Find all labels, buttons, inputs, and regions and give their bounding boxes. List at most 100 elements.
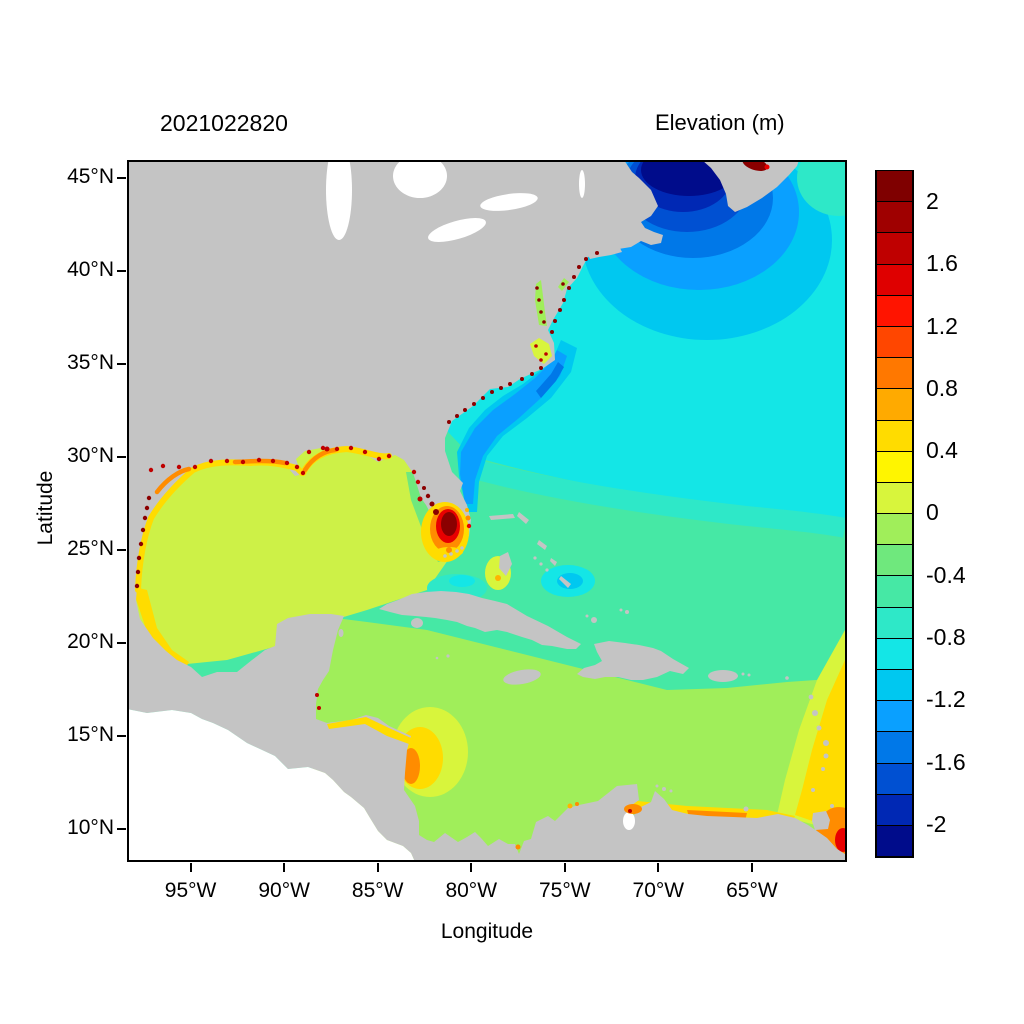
x-tick-mark: [189, 863, 192, 872]
minas-basin-red-dot: [764, 164, 770, 170]
florida-bay-orange-dot: [446, 547, 452, 553]
y-tick-label: 45°N: [67, 164, 114, 188]
colorbar-segment: [876, 201, 913, 234]
island-puerto-rico: [708, 670, 738, 682]
nicaragua-coast-orange: [402, 748, 420, 784]
y-tick-mark: [117, 827, 126, 830]
lake-huron: [393, 160, 447, 198]
colorbar-segment: [876, 232, 913, 265]
teal-transition-band: [468, 458, 847, 538]
x-tick-mark: [470, 863, 473, 872]
colorbar-tick-label: 1.6: [926, 250, 958, 277]
colorbar-segment: [876, 637, 913, 670]
x-axis-label: Longitude: [440, 920, 534, 943]
y-tick-label: 40°N: [67, 257, 114, 281]
colorbar-segment: [876, 606, 913, 639]
coastal-surge-layer: [134, 160, 770, 850]
belize-coast-cells: [315, 693, 321, 710]
colombia-coast-cells: [567, 802, 579, 809]
x-tick-mark: [563, 863, 566, 872]
maracaibo-mouth-orange: [624, 804, 642, 814]
x-tick-mark: [657, 863, 660, 872]
x-tick-label: 85°W: [351, 879, 404, 902]
x-tick-mark: [283, 863, 286, 872]
east-florida-coast-cells: [465, 508, 472, 529]
colorbar-segment: [876, 700, 913, 733]
colorbar-segment: [876, 513, 913, 546]
texas-mexico-coast-darkred-cells: [134, 495, 152, 589]
y-tick-mark: [117, 641, 126, 644]
y-tick-label: 15°N: [67, 722, 114, 746]
islands-bahamas: [489, 512, 629, 623]
colorbar-segment: [876, 388, 913, 421]
pacific-out-of-domain: [127, 709, 415, 862]
run-datetime-title: 2021022820: [160, 110, 288, 136]
y-tick-mark: [117, 734, 126, 737]
colorbar-segment: [876, 824, 913, 858]
colorbar-tick-label: 2: [926, 188, 939, 215]
island-trinidad: [812, 811, 830, 830]
florida-straits-cyan: [449, 575, 475, 587]
y-tick-mark: [117, 176, 126, 179]
land-layer: [127, 160, 845, 862]
honduras-coast-yellow: [327, 717, 411, 744]
colorbar-tick-label: 0.8: [926, 374, 958, 401]
colorbar-segment: [876, 731, 913, 764]
colorbar-tick-label: 0: [926, 499, 939, 526]
land-north-central-south-america: [127, 160, 845, 862]
islands-lesser-antilles: [655, 672, 834, 830]
colorbar-tick-label: -1.2: [926, 686, 966, 713]
y-tick-mark: [117, 455, 126, 458]
colorbar-segment: [876, 419, 913, 452]
island-isle-of-youth: [411, 618, 423, 628]
land-nova-scotia: [702, 160, 799, 212]
x-tick-mark: [750, 863, 753, 872]
colorbar-tick-label: -0.8: [926, 623, 966, 650]
island-hispaniola: [577, 641, 689, 680]
colorbar-tick-label: 0.4: [926, 437, 958, 464]
island-margarita: [743, 806, 749, 812]
gulf-coast-orange-strip: [154, 447, 338, 495]
colorbar-segment: [876, 481, 913, 515]
x-tick-label: 75°W: [539, 879, 591, 902]
lake-champlain: [579, 170, 585, 198]
y-tick-label: 30°N: [67, 443, 114, 467]
colorbar-tick-label: 1.2: [926, 312, 958, 339]
colorbar: [875, 170, 914, 858]
colorbar-segment: [876, 762, 913, 795]
colorbar-tick-label: -1.6: [926, 748, 966, 775]
y-tick-mark: [117, 269, 126, 272]
y-tick-label: 10°N: [67, 815, 114, 839]
y-tick-mark: [117, 548, 126, 551]
colorbar-segment: [876, 450, 913, 483]
colorbar-title: Elevation (m): [655, 110, 785, 135]
everglades-surge-core: [441, 512, 457, 536]
southeast-bahamas-blue: [557, 573, 583, 589]
island-long-island: [588, 248, 622, 259]
campeche-coast-yellow: [135, 588, 189, 669]
x-tick-label: 65°W: [726, 879, 778, 902]
west-florida-coast-cells: [422, 486, 439, 515]
colorbar-segment: [876, 325, 913, 359]
east-caribbean-yellow: [795, 660, 845, 828]
colorbar-segment: [876, 544, 913, 577]
gulf-coast-red-cells: [148, 445, 423, 502]
lake-michigan: [326, 160, 352, 240]
colorbar-tick-label: -0.4: [926, 561, 966, 588]
y-axis-label: Latitude: [34, 470, 57, 546]
lake-ontario: [480, 193, 538, 211]
lake-erie: [428, 218, 486, 242]
colorbar-tick-label: -2: [926, 810, 947, 837]
northeast-corner-teal: [797, 160, 847, 216]
x-tick-label: 80°W: [445, 879, 498, 902]
colorbar-segment: [876, 294, 913, 327]
pamlico-shore-cells: [534, 344, 548, 362]
colorbar-segment: [876, 669, 913, 702]
florida-keys: [443, 546, 464, 558]
map-canvas: [127, 160, 847, 862]
island-jamaica: [503, 669, 541, 685]
lake-maracaibo: [623, 812, 635, 830]
estuary-layer: [530, 278, 569, 364]
y-tick-label: 35°N: [67, 350, 114, 374]
